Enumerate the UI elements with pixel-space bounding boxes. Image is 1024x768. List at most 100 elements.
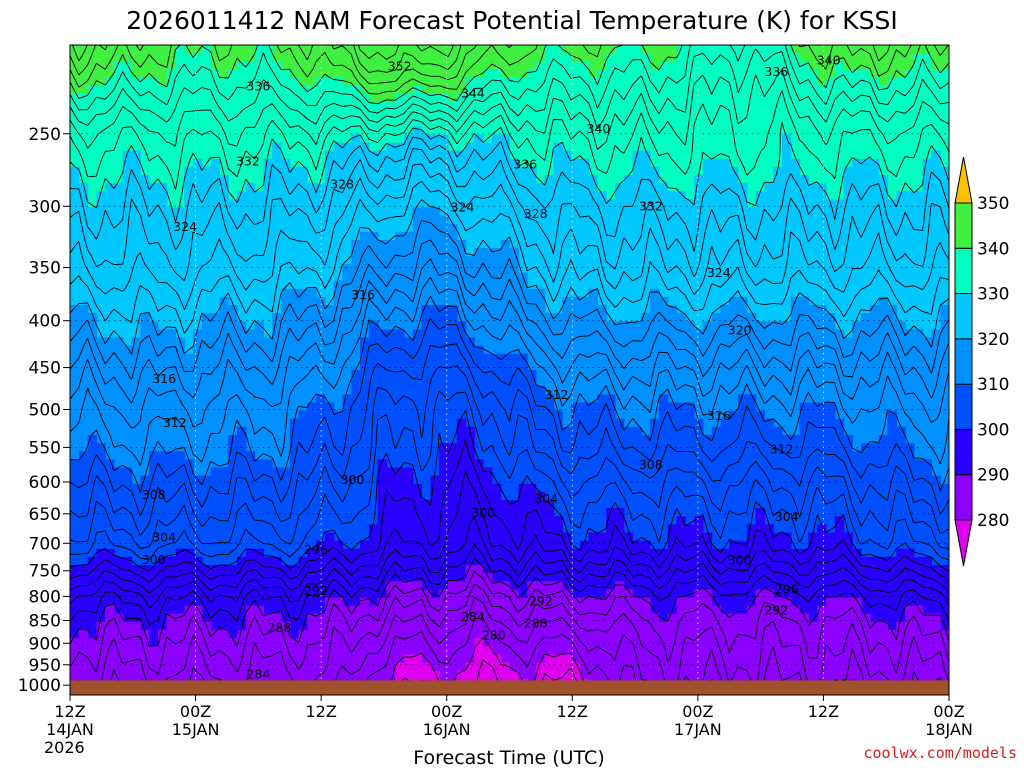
contour-label: 316 [707,408,731,423]
colorbar-segment [954,293,973,340]
y-tick-label: 1000 [18,676,61,696]
contour-line-312 [70,277,949,466]
contour-label: 300 [341,472,365,487]
contour-line-340 [70,45,949,105]
y-tick-label: 650 [29,505,61,525]
contour-label: 292 [304,583,328,598]
contour-line-342 [70,45,949,95]
contour-line-302 [70,390,949,561]
y-tick-label: 900 [29,634,61,654]
contour-label: 304 [152,530,176,545]
x-tick-label: 12Z [54,702,85,721]
contour-label: 304 [775,509,799,524]
contour-label: 300 [471,505,495,520]
contour-label: 332 [639,198,663,213]
colorbar-segment [954,202,973,249]
contour-line-338 [70,45,949,114]
x-tick-label: 00Z [431,702,462,721]
contour-line-348 [357,45,454,60]
contour-label: 292 [764,603,788,618]
contour-label: 316 [152,371,176,386]
chart-title: 2026011412 NAM Forecast Potential Temper… [126,6,898,35]
contour-label: 288 [524,615,548,630]
contour-labels: 352 344 340 336 336 340 336 332 328 324 328 332 324 3… [142,53,857,692]
x-tick-label: 12Z [808,702,839,721]
contour-label: 308 [142,487,166,502]
colorbar-segment [954,247,973,295]
colorbar-tick-label: 280 [977,511,1009,531]
contour-line-320 [70,199,949,355]
contour-label: 324 [450,200,474,215]
y-tick-label: 850 [29,612,61,632]
x-tick-label: 12Z [557,702,588,721]
y-tick-label: 800 [29,587,61,607]
contour-line-328 [70,136,949,252]
contour-label: 304 [534,491,558,506]
contour-label: 324 [173,219,197,234]
contour-label: 312 [163,415,187,430]
ground-surface [70,680,949,695]
colorbar-segment [954,383,973,430]
contour-label: 280 [482,628,506,643]
contour-label: 316 [351,287,375,302]
contour-label: 312 [770,442,794,457]
contour-label: 336 [764,64,788,79]
y-tick-label: 700 [29,534,61,554]
y-tick-label: 600 [29,473,61,493]
contour-line-292 [70,543,949,626]
contour-label: 300 [728,553,752,568]
contour-label: 328 [330,176,354,191]
colorbar-segment [954,338,973,385]
contour-line-300 [70,410,949,572]
y-tick-label: 500 [29,400,61,420]
x-tick-label: 00Z [180,702,211,721]
y-tick-label: 950 [29,656,61,676]
contour-label: 284 [461,609,485,624]
colorbar-tick-label: 350 [977,194,1009,214]
contour-line-322 [70,180,949,334]
contour-label: 296 [775,581,799,596]
contour-label: 296 [304,542,328,557]
colorbar-tick-label: 340 [977,239,1009,259]
contour-label: 324 [707,265,731,280]
y-tick-label: 550 [29,438,61,458]
colorbar-segment [954,474,973,521]
contour-line-346 [71,45,462,73]
y-tick-label: 400 [29,312,61,332]
contour-line-294 [70,516,949,609]
x-tick-label: 14JAN [46,720,94,739]
colorbar: 280 290 300 310 320 330 340 350 [954,156,1009,567]
contour-line-334 [70,69,949,150]
contour-line-314 [70,258,949,429]
y-tick-label: 750 [29,562,61,582]
y-tick-label: 250 [29,125,61,145]
contour-line-336 [70,48,949,129]
x-tick-label: 2026 [44,738,85,757]
contour-label: 352 [388,58,412,73]
contour-line-288 [70,571,949,675]
x-tick-label: 16JAN [423,720,471,739]
y-tick-label: 450 [29,359,61,379]
contour-line-316 [70,239,949,404]
contour-label: 336 [513,156,537,171]
y-tick-label: 300 [29,197,61,217]
contour-line-296 [70,470,949,594]
contour-line-344 [70,45,891,84]
contour-label: 336 [246,79,270,94]
contour-label: 308 [639,457,663,472]
contour-label: 288 [267,620,291,635]
colorbar-tick-label: 310 [977,375,1009,395]
contour-label: 320 [728,323,752,338]
colorbar-tick-label: 300 [977,420,1009,440]
colorbar-tick-label: 320 [977,330,1009,350]
grid-lines [70,45,949,695]
plot-frame [69,44,950,696]
y-axis-ticks: 2503003504004505005506006507007508008509… [18,125,70,696]
contour-line-308 [70,318,949,517]
colorbar-tick-label: 330 [977,285,1009,305]
contour-line-330 [70,121,949,222]
x-tick-label: 00Z [933,702,964,721]
contour-label: 300 [142,552,166,567]
